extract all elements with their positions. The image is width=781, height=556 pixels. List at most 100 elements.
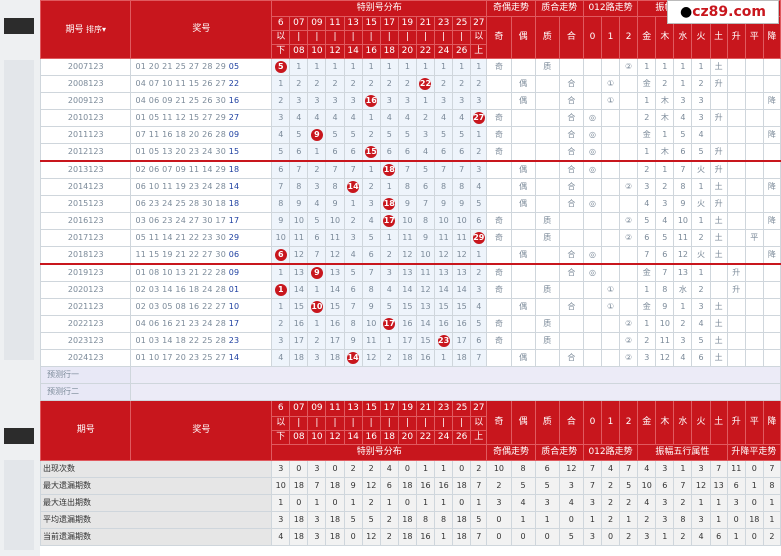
dist-cell: 3 (434, 92, 454, 110)
tag-cell: 金 (637, 263, 657, 282)
tag-cell (510, 126, 536, 144)
dist-cell: 15 (289, 298, 309, 316)
tag-cell: 3 (691, 298, 711, 316)
tag-cell (726, 315, 746, 333)
stat-cell: 0 (744, 528, 764, 546)
table-row[interactable]: 2016123 03 06 23 24 27 30 17 17 9 10 5 10 2 4 17… (39, 212, 781, 230)
hit-ball: 18 (383, 163, 396, 176)
dist-cell: 4 (434, 109, 454, 127)
dist-cell: 1 (325, 58, 345, 76)
site-logo[interactable]: ●cz89.com (667, 0, 779, 24)
dist-col-header-8: 21 (415, 16, 436, 31)
predict-fill[interactable] (130, 366, 781, 384)
table-row[interactable]: 2012123 01 05 13 20 23 24 30 15 5 6 1 6 6 15 6 6 4… (39, 143, 781, 162)
dist-col-header-1: 07 (289, 400, 309, 417)
tag-cell: 4 (673, 349, 693, 367)
table-row[interactable]: 2009123 04 06 09 21 25 26 30 16 2 3 3 3 3 16 3 3 1… (39, 92, 781, 110)
table-row[interactable]: 2023123 01 03 14 18 22 25 28 23 3 17 2 17 9 11 1… (39, 332, 781, 350)
tag-cell (600, 109, 621, 127)
dist-cell: 2 (271, 92, 291, 110)
dist-col-header-2: 10 (307, 44, 327, 59)
table-row[interactable]: 2019123 01 08 10 13 21 22 28 09 1 13 9 13 5 7 3 1… (39, 263, 781, 282)
dist-col-header-9: 24 (434, 44, 454, 59)
dist-cell: 12 (397, 246, 417, 265)
stat-cell: 2 (486, 477, 512, 495)
predict-row[interactable]: 预测行一 (39, 366, 781, 384)
tag-cell (619, 281, 639, 299)
dist-col-header-2: 09 (307, 400, 327, 417)
tag-cell: 1 (637, 92, 657, 110)
predict-label[interactable]: 预测行一 (39, 366, 132, 384)
dist-cell: 2 (325, 75, 345, 93)
predict-row[interactable]: 预测行二 (39, 383, 781, 401)
stat-cell: 8 (510, 460, 536, 478)
tag-cell (534, 298, 560, 316)
tag-cell: 偶 (510, 298, 536, 316)
table-row[interactable]: 2018123 11 15 19 21 22 27 30 06 6 12 7 12 4 6 2 1… (39, 246, 781, 265)
predict-label[interactable]: 预测行二 (39, 383, 132, 401)
tag-cell (600, 143, 621, 162)
left-sidebar (0, 0, 40, 556)
stat-cell: 5 (558, 528, 584, 546)
header-group-0: 奇偶走势 (486, 0, 536, 17)
tag-cell: 奇 (486, 109, 512, 127)
tag-cell: 偶 (510, 349, 536, 367)
tag-header-4: 0 (582, 16, 603, 59)
special-number: 09 (228, 130, 240, 139)
dist-cell: 5 (271, 58, 291, 76)
special-number: 23 (228, 336, 240, 345)
dist-cell: 3 (307, 92, 327, 110)
dist-cell: 5 (307, 212, 327, 230)
header-lottery: 奖号 (130, 0, 273, 59)
table-row[interactable]: 2015123 06 23 24 25 28 30 18 18 8 9 4 9 1 3 18 9 7… (39, 195, 781, 213)
table-row[interactable]: 2024123 01 10 17 20 23 25 27 14 4 18 3 18 14 12… (39, 349, 781, 367)
sort-button[interactable]: 排序▾ (83, 24, 107, 34)
stat-cell: 1 (762, 511, 781, 529)
table-row[interactable]: 2014123 06 10 11 19 23 24 28 14 7 8 3 8 14 2 1 8 6… (39, 178, 781, 196)
dist-cell: 5 (379, 298, 399, 316)
stat-label: 最大连出期数 (39, 494, 273, 512)
table-row[interactable]: 2011123 07 11 16 18 20 26 28 09 4 5 9 5 5 2 5 5 3 5… (39, 126, 781, 144)
table-row[interactable]: 2008123 04 07 10 11 15 26 27 22 1 2 2 2 2 2 2 2 22… (39, 75, 781, 93)
stat-cell: 0 (558, 511, 584, 529)
dist-col-header-9: | (434, 416, 454, 431)
stat-cell: 0 (289, 494, 309, 512)
table-row[interactable]: 2007123 01 20 21 25 27 28 29 05 5 1 1 1 1 1 1 1 1 1… (39, 58, 781, 76)
tag-cell: 6 (655, 246, 675, 265)
dist-cell: 5 (361, 229, 381, 247)
dist-col-header-0: 以 (271, 416, 291, 431)
predict-fill[interactable] (130, 383, 781, 401)
hit-ball: 6 (274, 248, 287, 261)
stat-cell: 2 (361, 494, 381, 512)
dist-col-header-6: | (379, 30, 399, 45)
table-row[interactable]: 2017123 05 11 14 21 22 23 30 29 10 11 6 11 3 5 1… (39, 229, 781, 247)
stat-cell: 7 (470, 477, 488, 495)
tag-cell: 4 (691, 315, 711, 333)
table-row[interactable]: 2013123 02 06 07 09 11 14 29 18 6 7 2 7 7 1 18 7 5… (39, 160, 781, 179)
stat-cell: 0 (534, 528, 560, 546)
table-row[interactable]: 2022123 04 06 16 21 23 24 28 17 2 16 1 16 8 10 1… (39, 315, 781, 333)
tag-cell: ◎ (582, 263, 603, 282)
dist-cell: 1 (379, 332, 399, 350)
stat-cell: 1 (709, 494, 728, 512)
hit-ball: 23 (437, 334, 450, 347)
dist-cell: 1 (361, 58, 381, 76)
tag-cell (582, 58, 603, 76)
tag-cell (510, 143, 536, 162)
dist-cell: 9 (397, 195, 417, 213)
table-row[interactable]: 2020123 02 03 14 16 18 24 28 01 1 14 1 14 6 8 4 1… (39, 281, 781, 299)
dist-cell: 1 (470, 126, 488, 144)
hit-ball: 9 (310, 128, 323, 141)
dist-cell: 8 (452, 178, 472, 196)
hit-ball: 5 (274, 60, 287, 73)
tag-cell (726, 92, 746, 110)
table-row[interactable]: 2010123 01 05 11 12 15 27 29 27 3 4 4 4 4 1 4 4 2 4… (39, 109, 781, 127)
dist-cell: 4 (361, 212, 381, 230)
tag-cell: 土 (709, 246, 728, 265)
stat-cell: 0 (486, 511, 512, 529)
table-row[interactable]: 2021123 02 03 05 08 16 22 27 10 1 15 10 15 7 9 5… (39, 298, 781, 316)
tag-cell (534, 246, 560, 265)
lottery-numbers: 04 07 10 11 15 26 27 22 (130, 75, 273, 93)
dist-cell: 18 (325, 349, 345, 367)
dist-cell: 4 (470, 298, 488, 316)
